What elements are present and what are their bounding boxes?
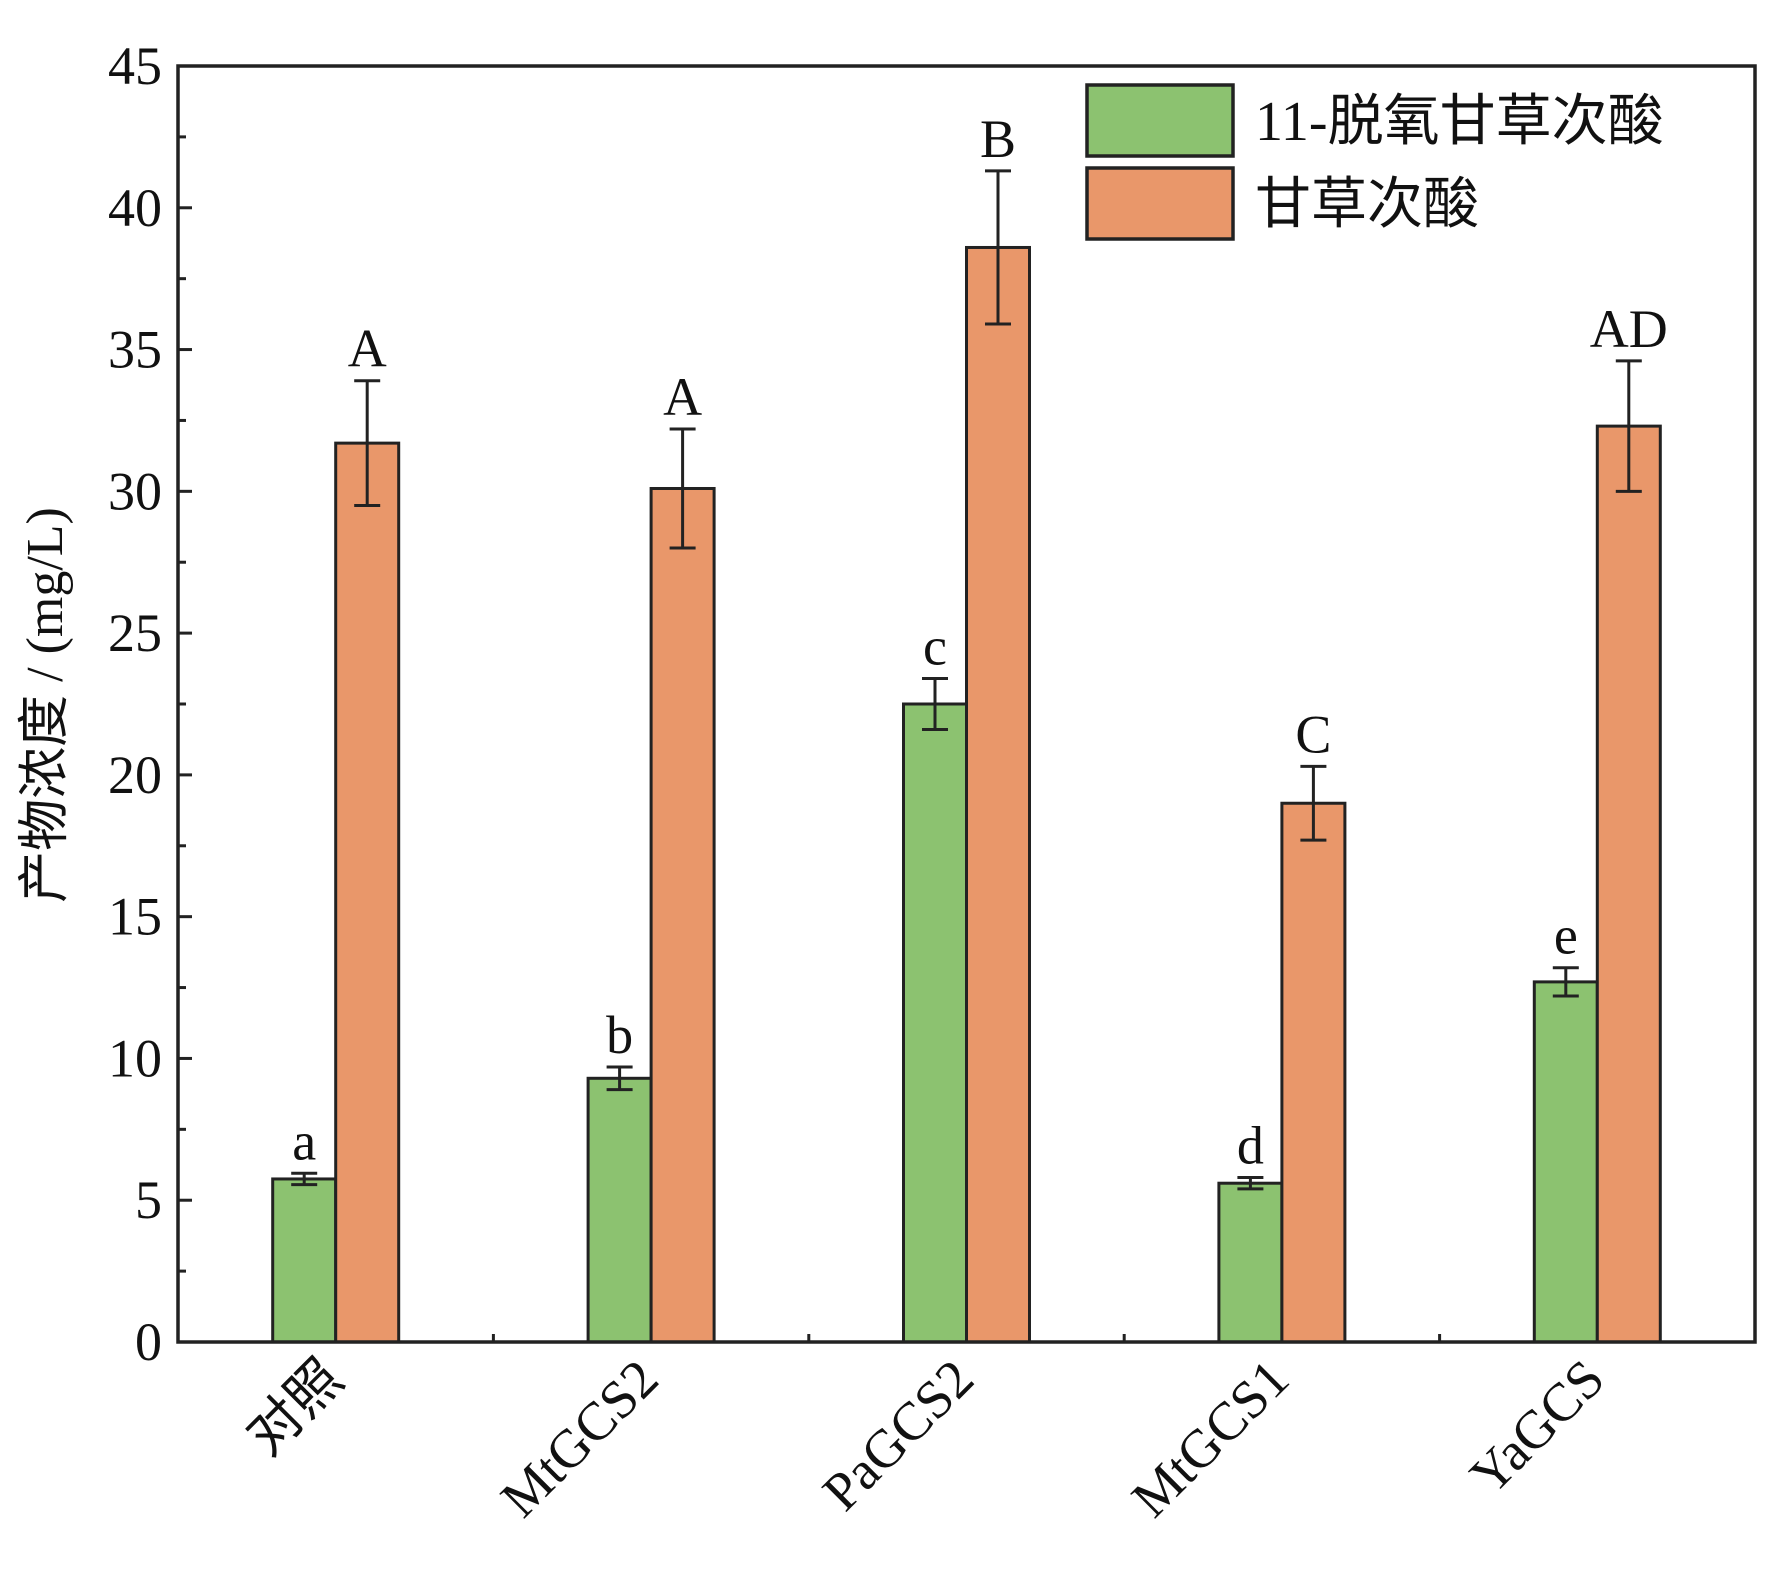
bar-1-4 — [1595, 424, 1662, 1344]
legend-swatch-1 — [1085, 166, 1235, 241]
significance-label: e — [1554, 906, 1578, 966]
y-tick-label: 30 — [108, 461, 162, 521]
x-tick-label: YaGCS — [1458, 1348, 1615, 1505]
y-tick-label: 45 — [108, 36, 162, 96]
bars-layer: a Ab Ac Bd Ce AD — [271, 109, 1668, 1344]
x-tick-label: 对照 — [235, 1348, 354, 1467]
y-tick-label: 40 — [108, 178, 162, 238]
y-tick-label: 5 — [135, 1170, 162, 1230]
bar-1-0 — [334, 441, 401, 1344]
y-tick-label: 15 — [108, 887, 162, 947]
bar-1-3 — [1280, 801, 1347, 1344]
y-axis-label: 产物浓度 / (mg/L) — [17, 507, 74, 903]
x-tick-label: PaGCS2 — [811, 1348, 985, 1522]
significance-label: A — [663, 367, 702, 427]
bar-0-3 — [1217, 1181, 1284, 1344]
significance-label: AD — [1590, 299, 1668, 359]
x-tick-label: MtGCS2 — [489, 1348, 669, 1528]
bar-0-0 — [271, 1177, 338, 1344]
bar-0-4 — [1532, 980, 1599, 1344]
legend-label-1: 甘草次酸 — [1255, 174, 1479, 236]
bar-0-2 — [902, 702, 968, 1344]
significance-label: a — [292, 1111, 316, 1171]
x-tick-label: MtGCS1 — [1120, 1348, 1300, 1528]
significance-label: C — [1295, 704, 1331, 764]
y-tick-label: 10 — [108, 1028, 162, 1088]
significance-label: d — [1237, 1116, 1264, 1176]
significance-label: A — [348, 319, 387, 379]
bar-1-2 — [965, 245, 1031, 1344]
y-tick-label: 0 — [135, 1312, 162, 1372]
significance-label: b — [606, 1005, 633, 1065]
y-tick-label: 20 — [108, 745, 162, 805]
bar-0-1 — [586, 1076, 653, 1344]
significance-label: c — [923, 616, 947, 676]
legend-swatch-0 — [1085, 83, 1235, 158]
y-tick-label: 35 — [108, 320, 162, 380]
legend-label-0: 11-脱氧甘草次酸 — [1255, 91, 1664, 153]
y-tick-label: 25 — [108, 603, 162, 663]
significance-label: B — [980, 109, 1016, 169]
bar-1-1 — [649, 486, 716, 1344]
